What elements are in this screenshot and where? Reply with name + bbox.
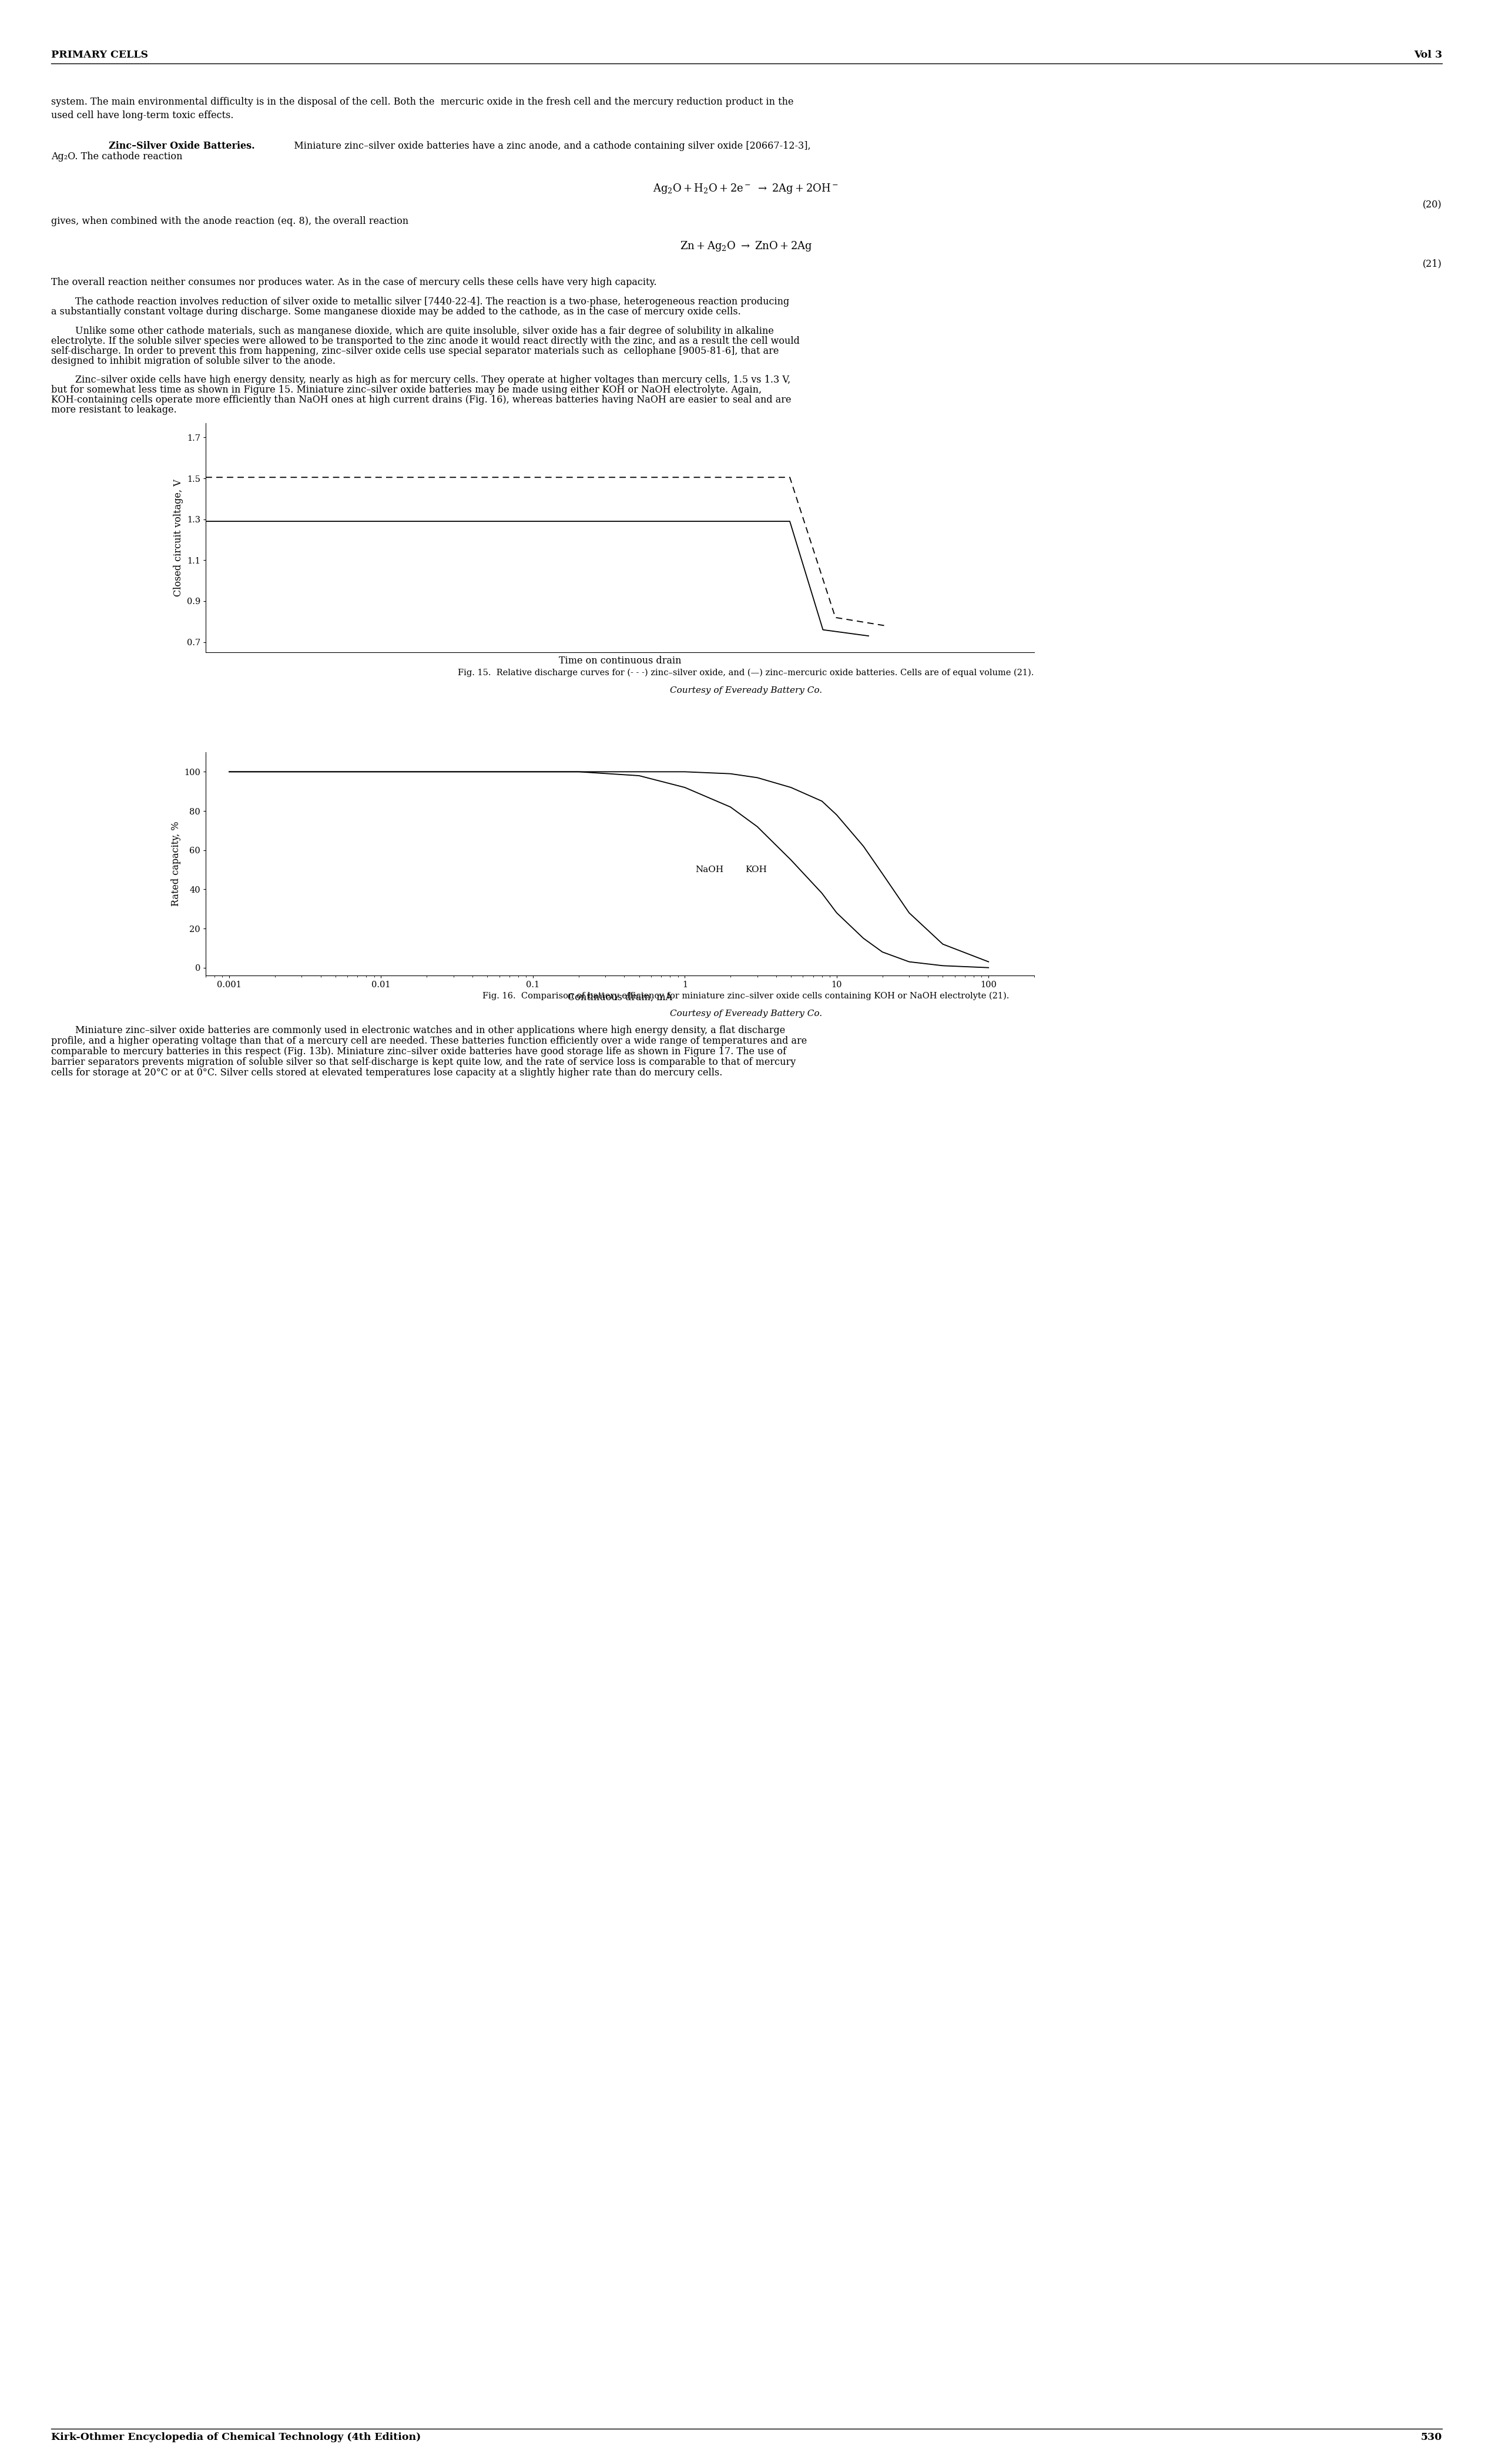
Text: (21): (21) xyxy=(1423,259,1443,269)
Text: more resistant to leakage.: more resistant to leakage. xyxy=(51,404,176,414)
Text: Courtesy of Eveready Battery Co.: Courtesy of Eveready Battery Co. xyxy=(670,1010,822,1018)
Text: comparable to mercury batteries in this respect (Fig. 13b). Miniature zinc–silve: comparable to mercury batteries in this … xyxy=(51,1047,786,1057)
Text: a substantially constant voltage during discharge. Some manganese dioxide may be: a substantially constant voltage during … xyxy=(51,306,742,318)
Text: The overall reaction neither consumes nor produces water. As in the case of merc: The overall reaction neither consumes no… xyxy=(51,278,656,288)
Text: $\mathrm{Zn + Ag_2O\ \rightarrow\ ZnO + 2Ag}$: $\mathrm{Zn + Ag_2O\ \rightarrow\ ZnO + … xyxy=(680,239,812,254)
Text: Unlike some other cathode materials, such as manganese dioxide, which are quite : Unlike some other cathode materials, suc… xyxy=(51,325,774,335)
Text: cells for storage at 20°C or at 0°C. Silver cells stored at elevated temperature: cells for storage at 20°C or at 0°C. Sil… xyxy=(51,1067,722,1077)
Text: Vol 3: Vol 3 xyxy=(1414,49,1443,59)
Text: Courtesy of Eveready Battery Co.: Courtesy of Eveready Battery Co. xyxy=(670,687,822,695)
Text: Fig. 16.  Comparison of battery efficiency for miniature zinc–silver oxide cells: Fig. 16. Comparison of battery efficienc… xyxy=(482,993,1010,1000)
X-axis label: Time on continuous drain: Time on continuous drain xyxy=(558,655,682,665)
Text: 530: 530 xyxy=(1420,2432,1443,2442)
Text: $\mathrm{Ag_2O + H_2O + 2e^-\ \rightarrow\ 2Ag + 2OH^-}$: $\mathrm{Ag_2O + H_2O + 2e^-\ \rightarro… xyxy=(653,182,839,195)
Text: self-discharge. In order to prevent this from happening, zinc–silver oxide cells: self-discharge. In order to prevent this… xyxy=(51,345,779,357)
Text: gives, when combined with the anode reaction (eq. 8), the overall reaction: gives, when combined with the anode reac… xyxy=(51,217,409,227)
Text: barrier separators prevents migration of soluble silver so that self-discharge i: barrier separators prevents migration of… xyxy=(51,1057,795,1067)
Text: (20): (20) xyxy=(1423,200,1443,209)
Text: KOH-containing cells operate more efficiently than NaOH ones at high current dra: KOH-containing cells operate more effici… xyxy=(51,394,791,404)
Text: designed to inhibit migration of soluble silver to the anode.: designed to inhibit migration of soluble… xyxy=(51,357,336,367)
Text: KOH: KOH xyxy=(745,865,767,875)
Text: The cathode reaction involves reduction of silver oxide to metallic silver [7440: The cathode reaction involves reduction … xyxy=(51,296,789,306)
Y-axis label: Closed circuit voltage, V: Closed circuit voltage, V xyxy=(173,478,184,596)
Text: electrolyte. If the soluble silver species were allowed to be transported to the: electrolyte. If the soluble silver speci… xyxy=(51,335,800,345)
Text: Kirk-Othmer Encyclopedia of Chemical Technology (4th Edition): Kirk-Othmer Encyclopedia of Chemical Tec… xyxy=(51,2432,421,2442)
Y-axis label: Rated capacity, %: Rated capacity, % xyxy=(170,821,181,907)
Text: Miniature zinc–silver oxide batteries have a zinc anode, and a cathode containin: Miniature zinc–silver oxide batteries ha… xyxy=(285,140,810,150)
Text: Ag₂O. The cathode reaction: Ag₂O. The cathode reaction xyxy=(51,153,182,163)
X-axis label: Continuous drain, mA: Continuous drain, mA xyxy=(567,993,673,1003)
Text: PRIMARY CELLS: PRIMARY CELLS xyxy=(51,49,148,59)
Text: Fig. 15.  Relative discharge curves for (- - -) zinc–silver oxide, and (—) zinc–: Fig. 15. Relative discharge curves for (… xyxy=(458,668,1034,678)
Text: Zinc–Silver Oxide Batteries.: Zinc–Silver Oxide Batteries. xyxy=(109,140,255,150)
Text: profile, and a higher operating voltage than that of a mercury cell are needed. : profile, and a higher operating voltage … xyxy=(51,1035,807,1047)
Text: Zinc–silver oxide cells have high energy density, nearly as high as for mercury : Zinc–silver oxide cells have high energy… xyxy=(51,375,791,384)
Text: system. The main environmental difficulty is in the disposal of the cell. Both t: system. The main environmental difficult… xyxy=(51,96,794,121)
Text: but for somewhat less time as shown in Figure 15. Miniature zinc–silver oxide ba: but for somewhat less time as shown in F… xyxy=(51,384,761,394)
Text: Miniature zinc–silver oxide batteries are commonly used in electronic watches an: Miniature zinc–silver oxide batteries ar… xyxy=(51,1025,785,1035)
Text: NaOH: NaOH xyxy=(695,865,724,875)
